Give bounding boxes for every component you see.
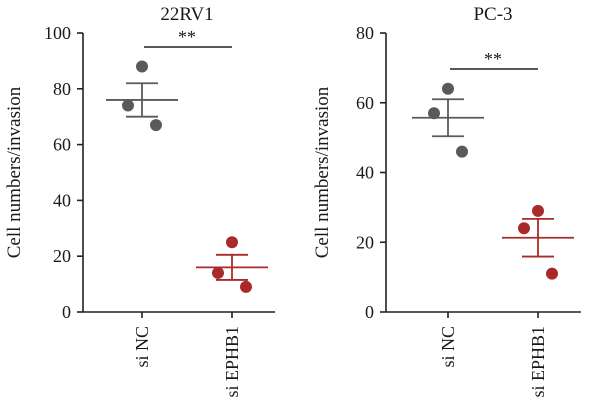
data-point [442,82,454,95]
data-point [532,204,544,217]
data-point [226,236,238,249]
data-point [136,60,148,73]
x-category-label: si NC [438,326,458,368]
x-category-label: si NC [132,326,152,368]
chart-panel-pc3: PC-3 Cell numbers/invasion 0 20 40 60 80 si NC s… [312,4,581,398]
y-tick-label: 60 [53,135,71,155]
data-point [456,145,468,158]
significance-label: ** [484,49,502,69]
chart-panel-22rv1: 22RV1 Cell numbers/invasion 0 20 40 60 80 100 si… [4,4,275,398]
significance-label: ** [178,27,196,47]
data-point [518,222,530,235]
y-tick-label: 20 [356,232,374,252]
y-tick-label: 40 [53,190,71,210]
y-tick-label: 0 [62,302,71,322]
x-category-label: si EPHB1 [222,326,242,398]
data-point [546,267,558,280]
y-tick-label: 80 [356,23,374,43]
y-axis-label: Cell numbers/invasion [4,86,25,258]
x-category-label: si EPHB1 [528,326,548,398]
chart-title: PC-3 [473,4,512,25]
data-point [240,280,252,293]
chart-title: 22RV1 [160,4,213,25]
y-tick-label: 100 [44,23,71,43]
data-point [150,119,162,132]
y-tick-label: 20 [53,246,71,266]
y-tick-label: 40 [356,163,374,183]
data-point [122,99,134,112]
y-tick-label: 80 [53,79,71,99]
data-point [212,266,224,279]
data-point [428,107,440,120]
y-tick-label: 60 [356,93,374,113]
y-axis-label: Cell numbers/invasion [312,86,333,258]
y-tick-label: 0 [365,302,374,322]
